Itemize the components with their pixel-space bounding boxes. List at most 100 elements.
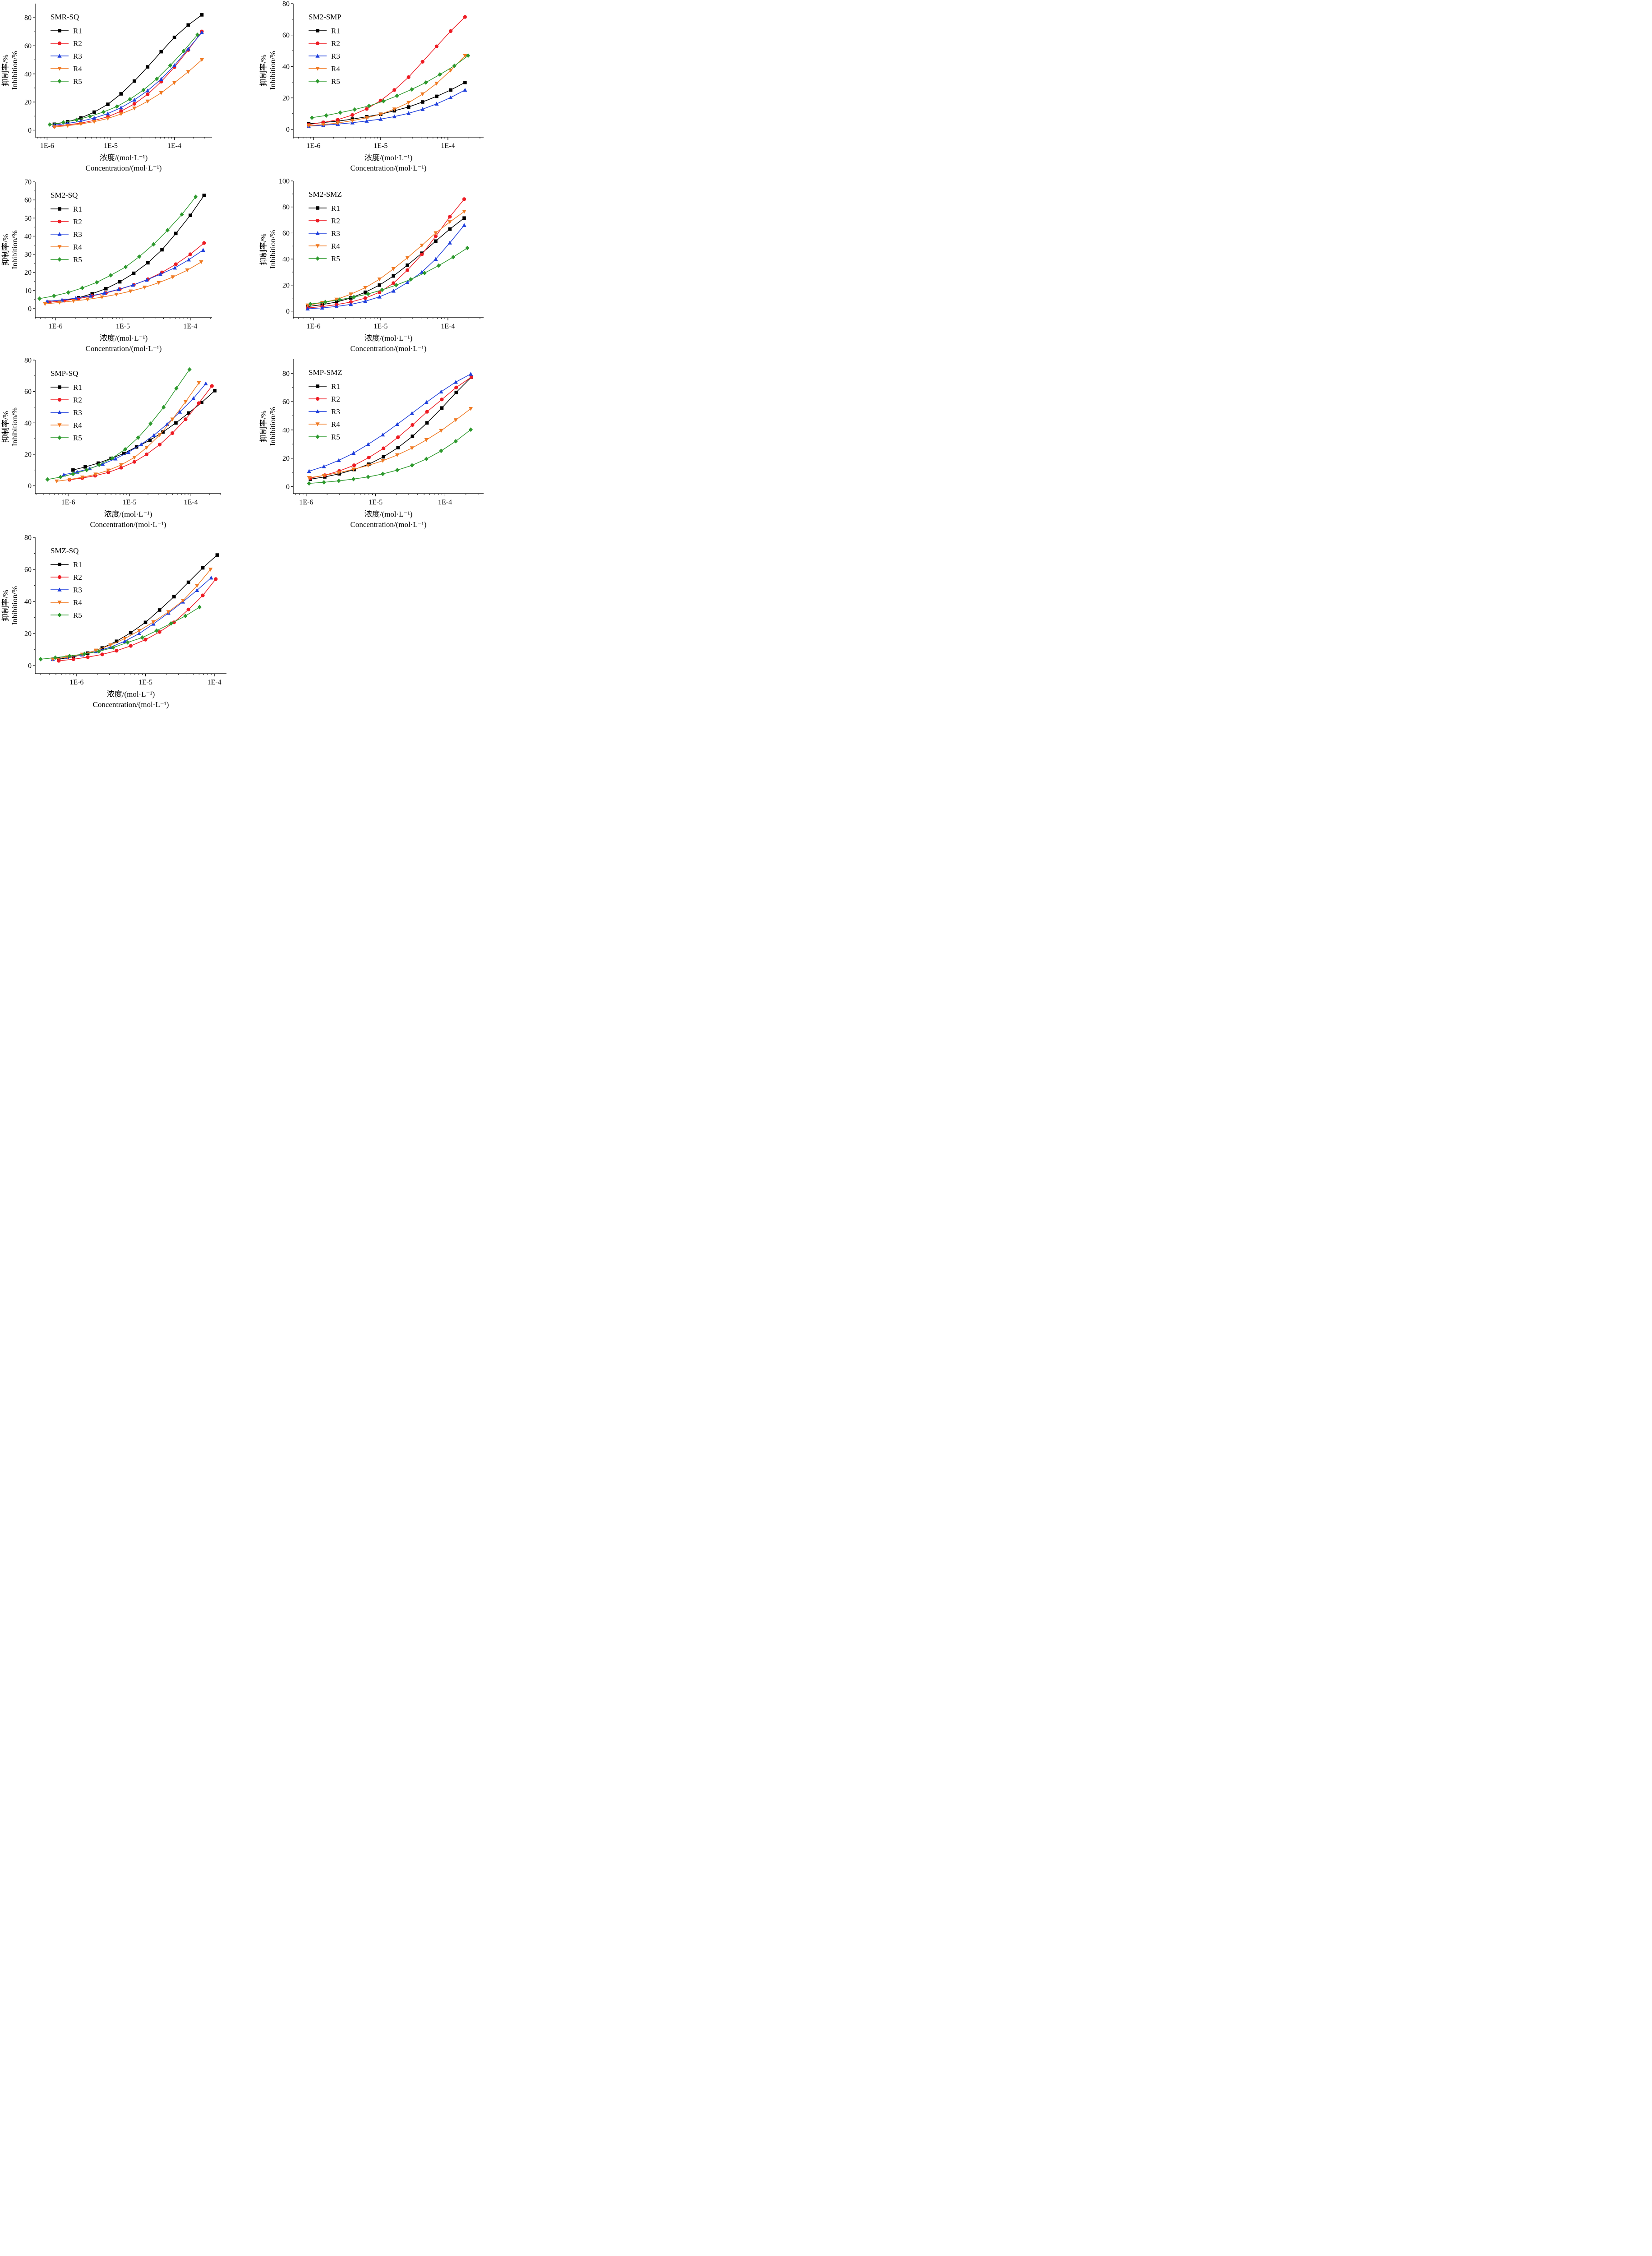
data-point [97, 649, 101, 654]
data-point [157, 281, 161, 285]
data-point [94, 280, 99, 285]
data-point [92, 120, 97, 124]
series-r4 [307, 407, 473, 480]
data-point [162, 405, 166, 410]
data-point [184, 417, 188, 421]
data-point [86, 655, 90, 659]
series-line-r4 [309, 55, 466, 126]
panel-title: SM2-SQ [51, 191, 78, 199]
legend-marker [316, 29, 319, 32]
data-point [466, 53, 471, 58]
series-r1 [71, 389, 217, 472]
data-point [435, 94, 438, 98]
data-point [159, 91, 163, 95]
data-point [102, 291, 106, 295]
legend-label: R5 [73, 434, 82, 442]
x-tick-label: 1E-4 [208, 679, 221, 686]
data-point [170, 417, 175, 422]
series-line-r2 [310, 377, 472, 479]
series-r4 [52, 58, 204, 129]
data-point [143, 638, 148, 642]
legend-marker [57, 410, 62, 414]
legend-marker [57, 613, 62, 617]
data-point [144, 277, 149, 282]
data-point [308, 301, 313, 306]
series-r5 [309, 53, 471, 120]
legend-label: R3 [73, 408, 82, 417]
data-point [199, 58, 204, 62]
data-point [420, 100, 425, 104]
data-point [106, 116, 110, 121]
legend-label: R2 [73, 39, 82, 48]
y-tick-label: 0 [286, 483, 290, 491]
data-point [128, 289, 133, 294]
data-point [186, 580, 190, 584]
series-line-r4 [54, 60, 202, 128]
y-tick-label: 80 [282, 370, 290, 378]
series-line-r4 [307, 211, 465, 306]
data-point [187, 411, 191, 415]
data-point [367, 455, 371, 460]
data-point [335, 300, 338, 304]
data-point [465, 245, 470, 250]
data-point [405, 256, 410, 260]
x-tick-label: 1E-4 [167, 142, 181, 150]
legend-label: R4 [73, 421, 82, 430]
data-point [78, 122, 83, 126]
data-point [157, 608, 162, 612]
chart-panel-sm2-sq: 0 10 20 30 40 50 60 70 1E-6 1E-5 1E-4 浓度/(mol·L⁻¹) C… [1, 179, 212, 353]
legend-marker [315, 54, 320, 58]
y-tick-label: 0 [28, 305, 32, 313]
y-tick-label: 80 [282, 203, 290, 211]
data-point [408, 277, 413, 282]
data-point [197, 605, 202, 610]
legend-label: R2 [73, 217, 82, 226]
data-point [108, 643, 113, 647]
legend-marker [58, 385, 61, 389]
x-tick-label: 1E-6 [40, 142, 54, 150]
data-point [434, 102, 439, 106]
x-tick-label: 1E-4 [441, 323, 455, 330]
data-point [453, 380, 458, 384]
data-point [380, 287, 384, 292]
data-point [406, 263, 409, 267]
data-point [122, 639, 127, 643]
legend-item-r4: R4 [51, 598, 82, 607]
data-point [323, 300, 328, 305]
data-point [186, 23, 190, 27]
legend-label: R1 [331, 204, 340, 213]
data-point [174, 231, 178, 236]
data-point [88, 114, 92, 119]
data-point [144, 452, 149, 457]
legend-label: R5 [73, 255, 82, 264]
data-point [152, 433, 156, 437]
data-point [365, 119, 369, 123]
data-point [100, 295, 104, 300]
legend-item-r3: R3 [51, 230, 82, 239]
data-point [145, 88, 150, 92]
data-point [382, 446, 386, 450]
data-point [380, 459, 385, 463]
data-point [366, 463, 370, 468]
data-point [186, 46, 190, 51]
data-point [307, 476, 311, 480]
chart-panel-smr-sq: 0 20 40 60 80 1E-6 1E-5 1E-4 浓度/(mol·L⁻¹) Concent… [1, 4, 212, 172]
data-point [380, 472, 385, 476]
series-line-r1 [73, 390, 215, 471]
legend-item-r1: R1 [309, 382, 340, 391]
data-point [351, 451, 356, 455]
data-point [462, 223, 466, 227]
data-point [377, 295, 382, 299]
data-point [155, 76, 159, 81]
series-line-r3 [47, 250, 203, 302]
y-tick-label: 80 [282, 0, 290, 8]
legend-label: R4 [331, 420, 340, 429]
data-point [349, 296, 353, 300]
legend-marker [57, 41, 62, 46]
data-point [322, 474, 326, 478]
y-tick-label: 0 [286, 308, 290, 315]
y-axis-label-cn: 抑制率/% [1, 590, 10, 621]
y-tick-label: 10 [24, 287, 32, 295]
data-point [203, 381, 208, 386]
data-point [396, 435, 400, 439]
